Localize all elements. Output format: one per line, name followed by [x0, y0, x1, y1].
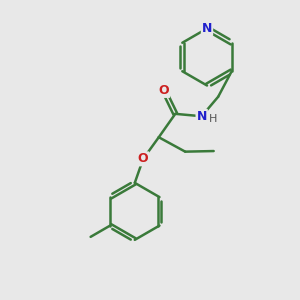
Text: H: H [209, 114, 217, 124]
Text: O: O [138, 152, 148, 165]
Text: N: N [196, 110, 207, 123]
Text: O: O [159, 84, 169, 97]
Text: N: N [202, 22, 212, 35]
